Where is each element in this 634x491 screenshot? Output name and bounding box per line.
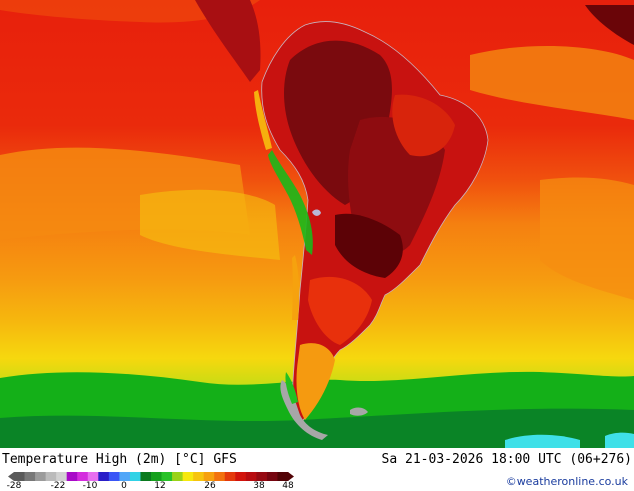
scale-swatch [203, 472, 215, 481]
scale-swatch [182, 472, 194, 481]
scale-swatch [256, 472, 268, 481]
scale-tick-label: -28 [6, 481, 22, 491]
scale-swatch [56, 472, 68, 481]
scale-swatch [87, 472, 99, 481]
scale-swatch [119, 472, 131, 481]
scale-swatch [66, 472, 78, 481]
scale-swatch [98, 472, 110, 481]
gran-chaco-maroon [335, 213, 403, 278]
scale-swatch [140, 472, 152, 481]
scale-swatch [235, 472, 247, 481]
lake-titicaca [312, 209, 321, 216]
scale-swatch [45, 472, 57, 481]
scale-tick-label: 26 [204, 481, 216, 491]
scale-swatch [214, 472, 226, 481]
andes-green-strip [268, 150, 313, 255]
credit-link[interactable]: ©weatheronline.co.uk [505, 475, 628, 488]
pacific-yellow-tongue [140, 189, 280, 260]
chile-fjords-green [285, 372, 298, 404]
scale-swatch [108, 472, 120, 481]
scale-swatch [193, 472, 205, 481]
scale-swatch [129, 472, 141, 481]
northeast-brazil-red [392, 94, 455, 157]
map-title: Temperature High (2m) [°C] GFS [2, 452, 237, 467]
central-america [195, 0, 261, 82]
scale-tick-label: -22 [50, 481, 66, 491]
map-footer: Temperature High (2m) [°C] GFS Sa 21-03-… [0, 448, 634, 491]
valid-time: Sa 21-03-2026 18:00 UTC (06+276) [381, 452, 632, 467]
southern-cyan-right [605, 432, 634, 448]
scale-arrow-left [8, 472, 14, 481]
scale-arrow-right [288, 472, 294, 481]
scale-swatch [35, 472, 47, 481]
southern-cyan-patch [505, 434, 580, 448]
temperature-map [0, 0, 634, 448]
scale-swatch [277, 472, 289, 481]
atlantic-orange-east [540, 177, 634, 300]
scale-swatch [266, 472, 278, 481]
andes-orange-strip [254, 90, 272, 150]
scale-tick-label: -10 [82, 481, 98, 491]
falkland-islands [350, 407, 368, 416]
argentina-red [308, 276, 372, 345]
scale-swatch [14, 472, 25, 481]
scale-swatch [245, 472, 257, 481]
scale-tick-label: 0 [121, 481, 127, 491]
scale-swatch [172, 472, 184, 481]
patagonia-orange [296, 343, 335, 420]
scale-swatch [224, 472, 236, 481]
scale-swatch [151, 472, 162, 481]
scale-tick-label: 48 [282, 481, 294, 491]
scale-swatch [77, 472, 89, 481]
andes-southern-orange [292, 255, 300, 320]
north-orange-strip [0, 0, 260, 23]
scale-swatch [24, 472, 36, 481]
southern-dark-green [0, 408, 634, 448]
scale-tick-label: 38 [253, 481, 265, 491]
caribbean-islands [585, 5, 634, 45]
atlantic-orange-zone [470, 45, 634, 121]
scale-tick-label: 12 [154, 481, 166, 491]
color-scale-bar [8, 472, 294, 481]
scale-swatch [161, 472, 173, 481]
